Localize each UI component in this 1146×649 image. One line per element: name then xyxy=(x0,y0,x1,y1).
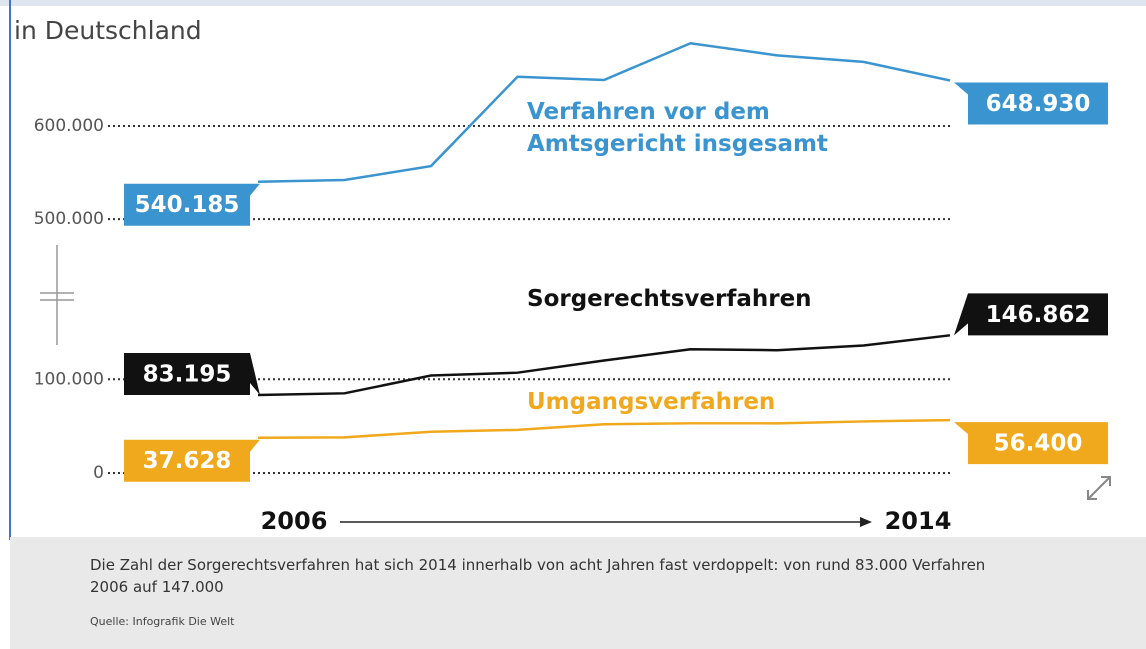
top-strip xyxy=(0,0,1146,6)
time-arrow xyxy=(340,517,872,527)
label-box xyxy=(124,183,260,226)
y-tick-label: 100.000 xyxy=(34,369,104,389)
value-label: 56.400 xyxy=(994,431,1083,457)
label-box xyxy=(124,353,260,396)
y-tick-label: 0 xyxy=(93,463,104,483)
x-tick-label: 2006 xyxy=(261,507,328,535)
series-label: Sorgerechtsverfahren xyxy=(527,286,812,312)
value-label: 648.930 xyxy=(986,91,1091,117)
subtitle: in Deutschland xyxy=(14,16,202,45)
series-label: Verfahren vor dem Amtsgericht insgesamt xyxy=(527,99,828,157)
source: Quelle: Infografik Die Welt xyxy=(90,615,235,628)
expand-icon xyxy=(1087,476,1111,500)
series-line xyxy=(257,418,951,439)
series-line xyxy=(257,334,951,397)
value-label: 83.195 xyxy=(143,362,232,388)
footer-bg xyxy=(10,537,1146,649)
axis-break xyxy=(40,245,74,345)
label-box xyxy=(954,293,1108,336)
left-border xyxy=(9,0,11,540)
y-tick-label: 600.000 xyxy=(34,116,104,136)
label-box xyxy=(954,422,1108,465)
value-label: 540.185 xyxy=(135,192,240,218)
x-tick-label: 2014 xyxy=(885,507,952,535)
value-label: 37.628 xyxy=(143,448,232,474)
series-line xyxy=(257,41,951,183)
value-label: 146.862 xyxy=(986,302,1091,328)
y-tick-label: 500.000 xyxy=(34,209,104,229)
series-label: Umgangsverfahren xyxy=(527,389,776,415)
caption: Die Zahl der Sorgerechtsverfahren hat si… xyxy=(90,556,986,596)
label-box xyxy=(124,439,260,482)
label-box xyxy=(954,82,1108,125)
